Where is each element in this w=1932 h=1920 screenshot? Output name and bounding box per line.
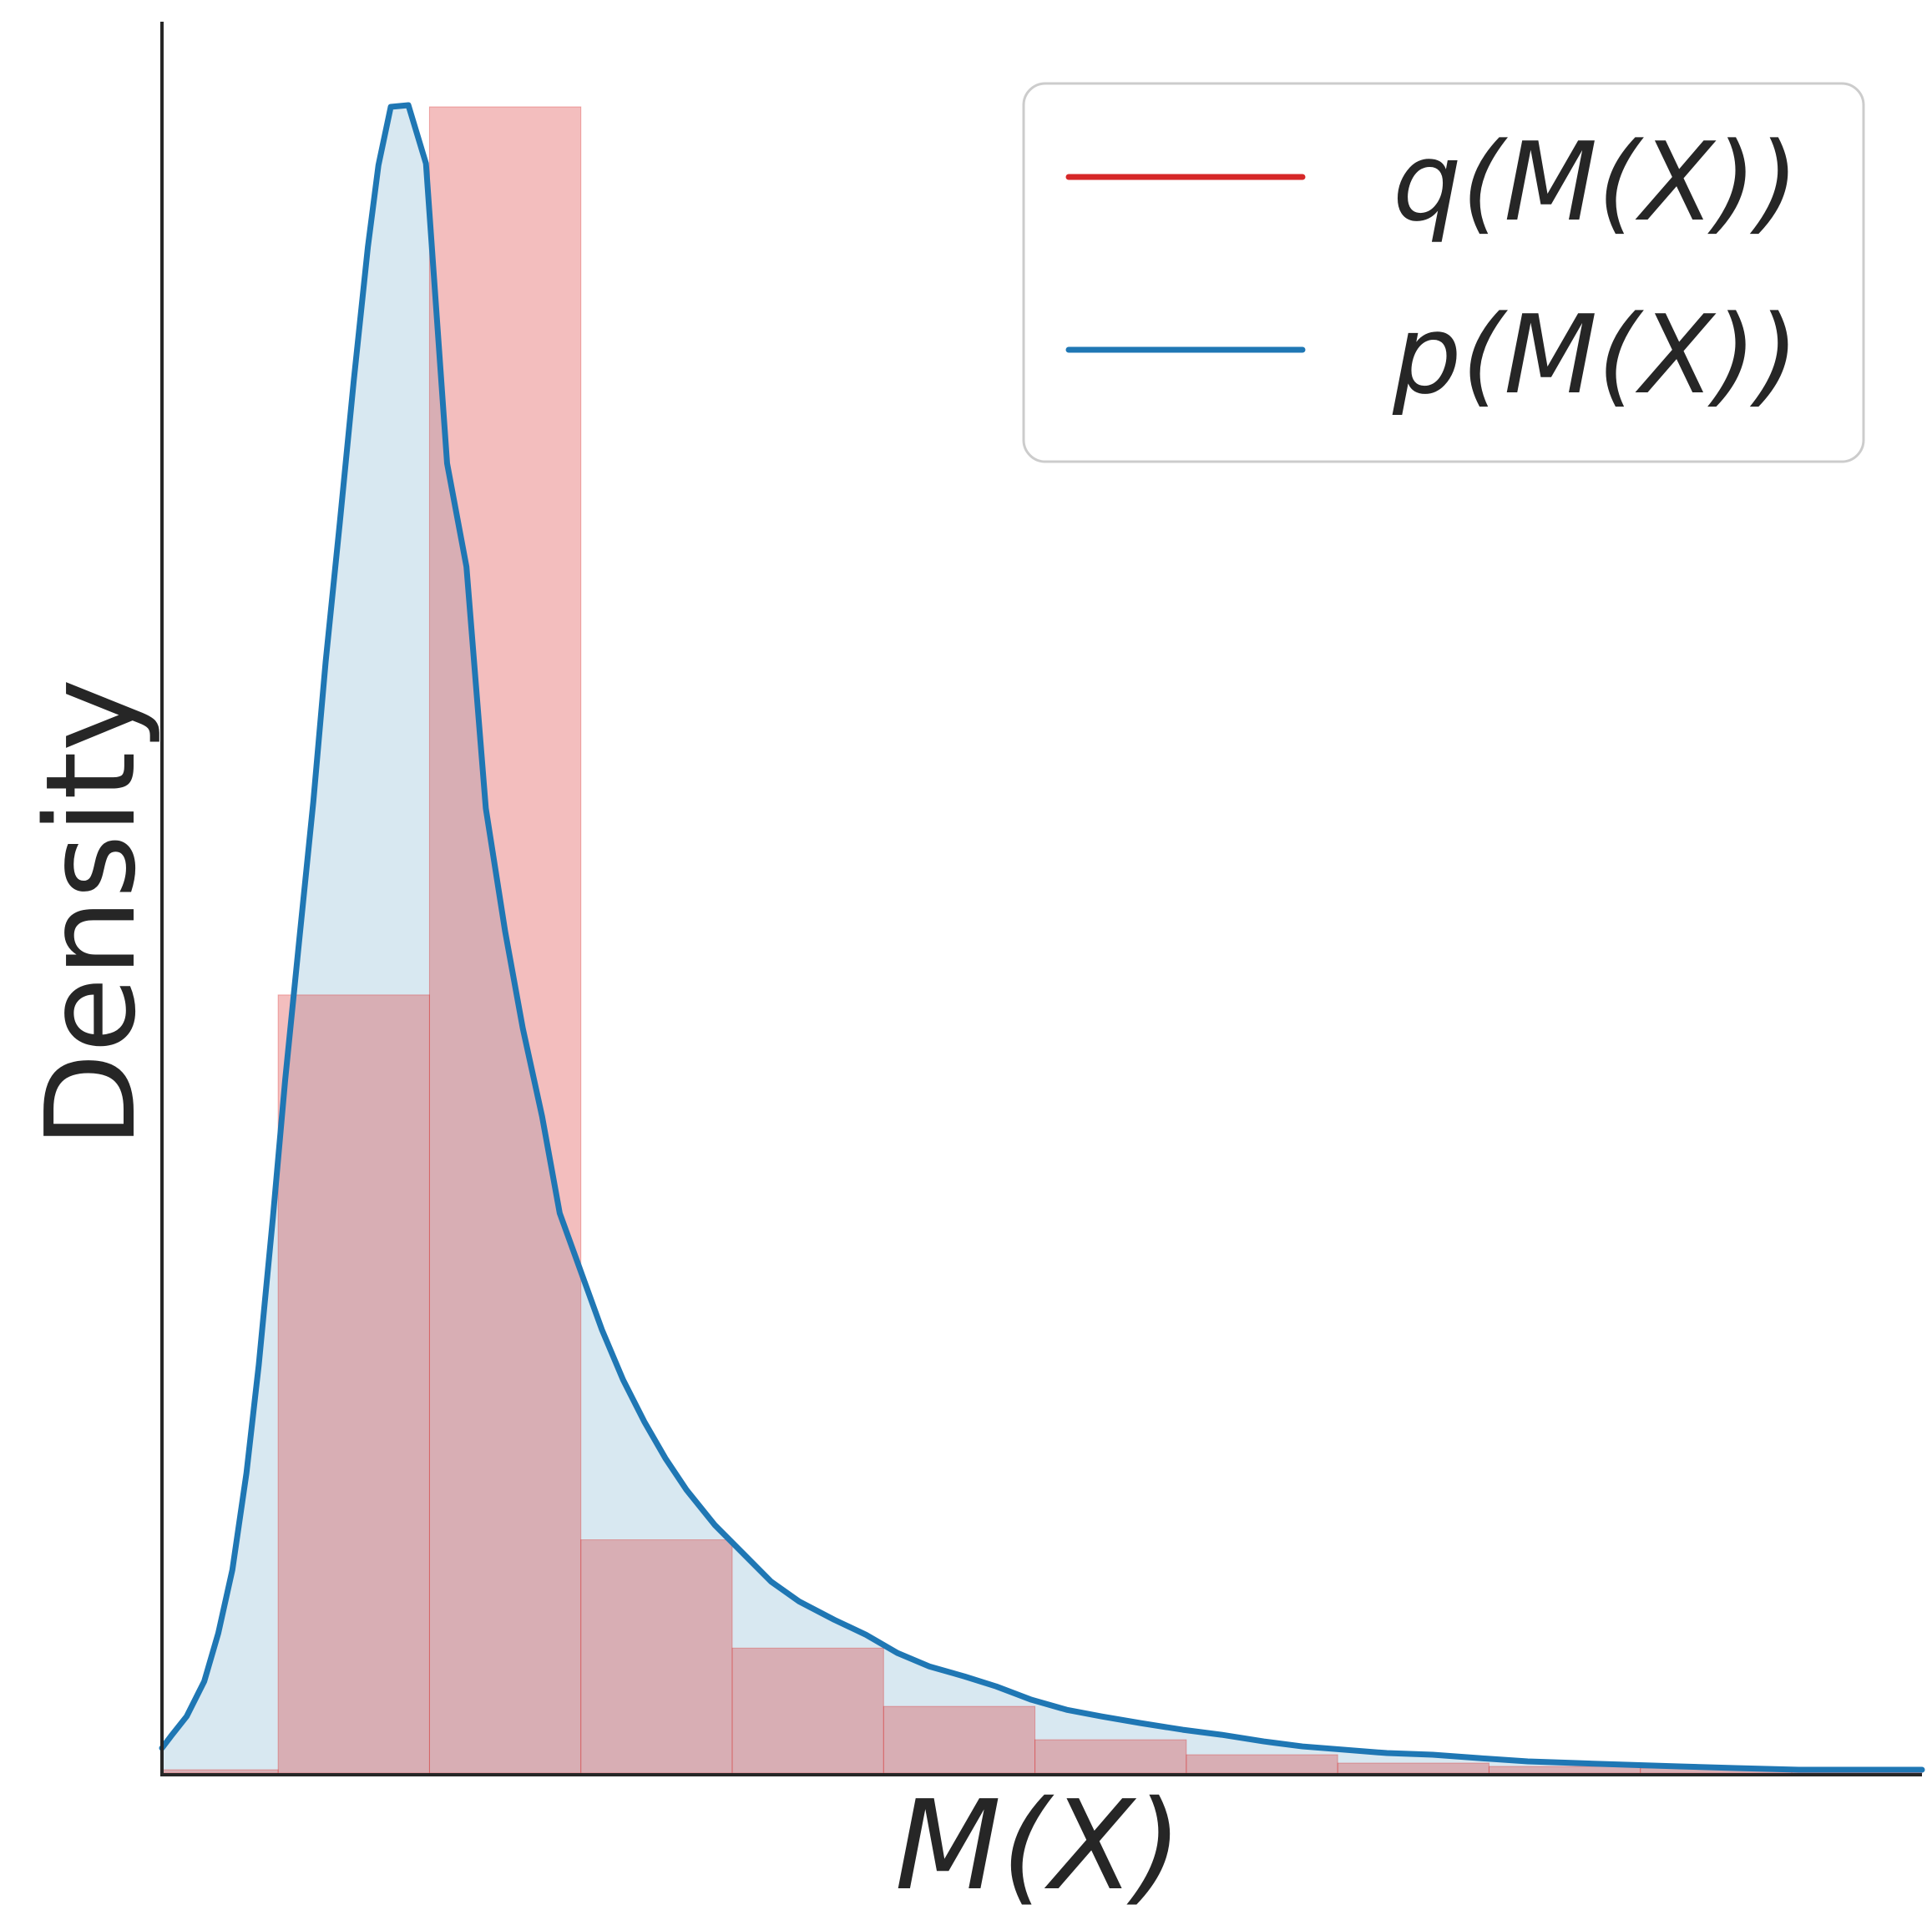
- legend-p-label: p(M(X)): [1392, 291, 1799, 418]
- p-density-fill: [162, 105, 1922, 1773]
- q-histogram-bar-1: [161, 1769, 279, 1774]
- y-axis-title: Density: [19, 679, 163, 1149]
- p-density-curve: [159, 102, 1925, 1773]
- q-histogram-bar-6: [883, 1705, 1036, 1774]
- q-histogram-bar-10: [1488, 1766, 1641, 1774]
- q-histogram-bar-4: [580, 1539, 733, 1774]
- q-histogram-bar-5: [731, 1647, 884, 1774]
- plot-area: [159, 102, 1925, 1774]
- legend-q-label: q(M(X)): [1393, 119, 1799, 245]
- legend: q(M(X)) p(M(X)): [1022, 82, 1865, 463]
- q-histogram-bar-7: [1034, 1739, 1187, 1774]
- q-histogram-bar-9: [1337, 1762, 1489, 1774]
- p-density-line: [159, 102, 1925, 1773]
- q-histogram-bar-2: [277, 994, 430, 1774]
- q-histogram-bar-8: [1186, 1754, 1338, 1774]
- x-axis-title: M(X): [895, 1774, 1183, 1917]
- q-histogram-bars: [161, 106, 1923, 1774]
- p-density-area: [162, 105, 1922, 1773]
